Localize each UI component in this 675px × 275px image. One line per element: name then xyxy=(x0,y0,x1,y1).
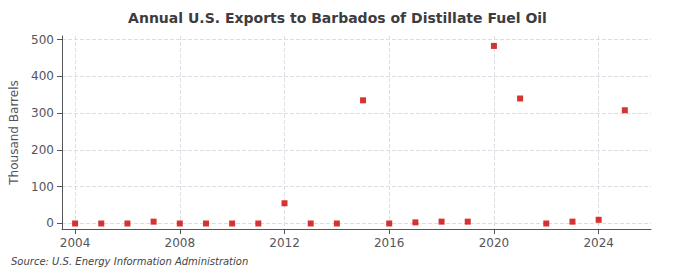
svg-text:500: 500 xyxy=(31,33,54,47)
svg-text:2012: 2012 xyxy=(269,236,300,250)
svg-text:300: 300 xyxy=(31,106,54,120)
svg-text:2008: 2008 xyxy=(165,236,196,250)
svg-text:2020: 2020 xyxy=(479,236,510,250)
svg-text:2024: 2024 xyxy=(583,236,614,250)
svg-text:Thousand Barrels: Thousand Barrels xyxy=(7,80,21,185)
svg-text:200: 200 xyxy=(31,143,54,157)
svg-text:100: 100 xyxy=(31,180,54,194)
svg-text:2004: 2004 xyxy=(60,236,91,250)
svg-text:2016: 2016 xyxy=(374,236,405,250)
svg-text:Source: U.S. Energy Informatio: Source: U.S. Energy Information Administ… xyxy=(11,256,248,267)
svg-text:0: 0 xyxy=(46,216,54,230)
svg-text:Annual U.S. Exports to Barbado: Annual U.S. Exports to Barbados of Disti… xyxy=(128,10,547,26)
svg-text:400: 400 xyxy=(31,69,54,83)
